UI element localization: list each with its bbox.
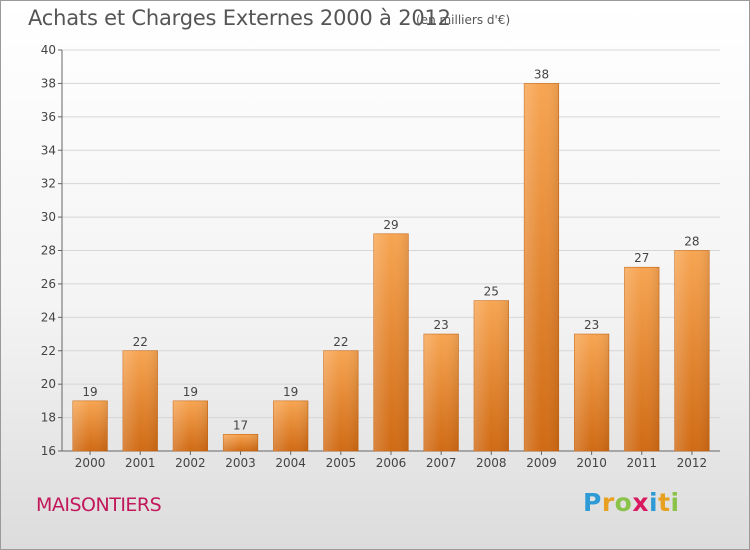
bar-shine xyxy=(173,400,208,451)
y-tick-label: 30 xyxy=(41,210,56,224)
y-tick-label: 20 xyxy=(41,377,56,391)
y-tick-labels: 16 18 20 22 24 26 28 30 32 34 36 38 40 xyxy=(41,43,56,458)
logo-letter: i xyxy=(670,488,680,517)
bar-shine xyxy=(524,83,559,452)
data-label: 19 xyxy=(183,385,198,399)
logo-letter: t xyxy=(658,488,671,517)
logo-letter: i xyxy=(649,488,659,517)
logo-letter: r xyxy=(601,488,615,517)
proxiti-logo: Proxiti xyxy=(583,488,680,517)
x-tick-label: 2012 xyxy=(677,456,708,470)
data-label: 22 xyxy=(133,335,148,349)
y-tick-label: 16 xyxy=(41,444,56,458)
data-labels: 19 22 19 17 19 22 29 23 25 38 23 27 28 xyxy=(82,67,699,432)
data-label: 17 xyxy=(233,418,248,432)
y-tick-label: 22 xyxy=(41,344,56,358)
x-tick-label: 2004 xyxy=(275,456,306,470)
y-tick-label: 18 xyxy=(41,411,56,425)
data-label: 19 xyxy=(82,385,97,399)
data-label: 22 xyxy=(333,335,348,349)
bar-shine xyxy=(423,334,459,451)
bar-shine xyxy=(122,350,158,451)
y-tick-label: 32 xyxy=(41,177,56,191)
data-label: 29 xyxy=(383,218,398,232)
chart-title: Achats et Charges Externes 2000 à 2012 xyxy=(28,6,451,30)
x-tick-label: 2002 xyxy=(175,456,206,470)
bar-shine xyxy=(323,350,359,451)
bar-shine xyxy=(674,250,710,451)
commune-name: MAISONTIERS xyxy=(36,494,162,516)
x-tick-label: 2001 xyxy=(125,456,156,470)
data-label: 28 xyxy=(684,235,699,249)
x-tick-label: 2005 xyxy=(326,456,357,470)
y-tick-label: 34 xyxy=(41,143,56,157)
data-label: 25 xyxy=(484,285,499,299)
x-tick-label: 2000 xyxy=(75,456,106,470)
logo-letter: x xyxy=(632,488,649,517)
bar-shine xyxy=(273,400,308,451)
x-tick-labels: 2000 2001 2002 2003 2004 2005 2006 2007 2008 2009… xyxy=(75,456,707,470)
y-tick-label: 36 xyxy=(41,110,56,124)
bar-shine xyxy=(373,233,409,451)
y-tick-label: 38 xyxy=(41,76,56,90)
data-label: 27 xyxy=(634,251,649,265)
x-tick-label: 2006 xyxy=(376,456,407,470)
x-tick-label: 2007 xyxy=(426,456,457,470)
bar-shine xyxy=(574,334,609,451)
x-tick-label: 2003 xyxy=(225,456,256,470)
logo-letter: P xyxy=(583,488,602,517)
y-tick-label: 26 xyxy=(41,277,56,291)
bars xyxy=(72,83,710,452)
bar-shine xyxy=(624,267,660,451)
x-tick-label: 2008 xyxy=(476,456,507,470)
data-label: 23 xyxy=(584,318,599,332)
bar-shine xyxy=(223,434,258,451)
logo-letter: o xyxy=(614,488,633,517)
bar-shine xyxy=(72,400,108,451)
y-tick-label: 28 xyxy=(41,244,56,258)
bar-shine xyxy=(474,300,509,451)
data-label: 19 xyxy=(283,385,298,399)
x-tick-label: 2010 xyxy=(576,456,607,470)
x-tick-label: 2009 xyxy=(526,456,557,470)
data-label: 23 xyxy=(434,318,449,332)
x-tick-label: 2011 xyxy=(626,456,657,470)
y-tick-label: 24 xyxy=(41,310,56,324)
y-tick-label: 40 xyxy=(41,43,56,57)
data-label: 38 xyxy=(534,67,549,81)
chart-subtitle: (en milliers d'€) xyxy=(416,13,511,27)
